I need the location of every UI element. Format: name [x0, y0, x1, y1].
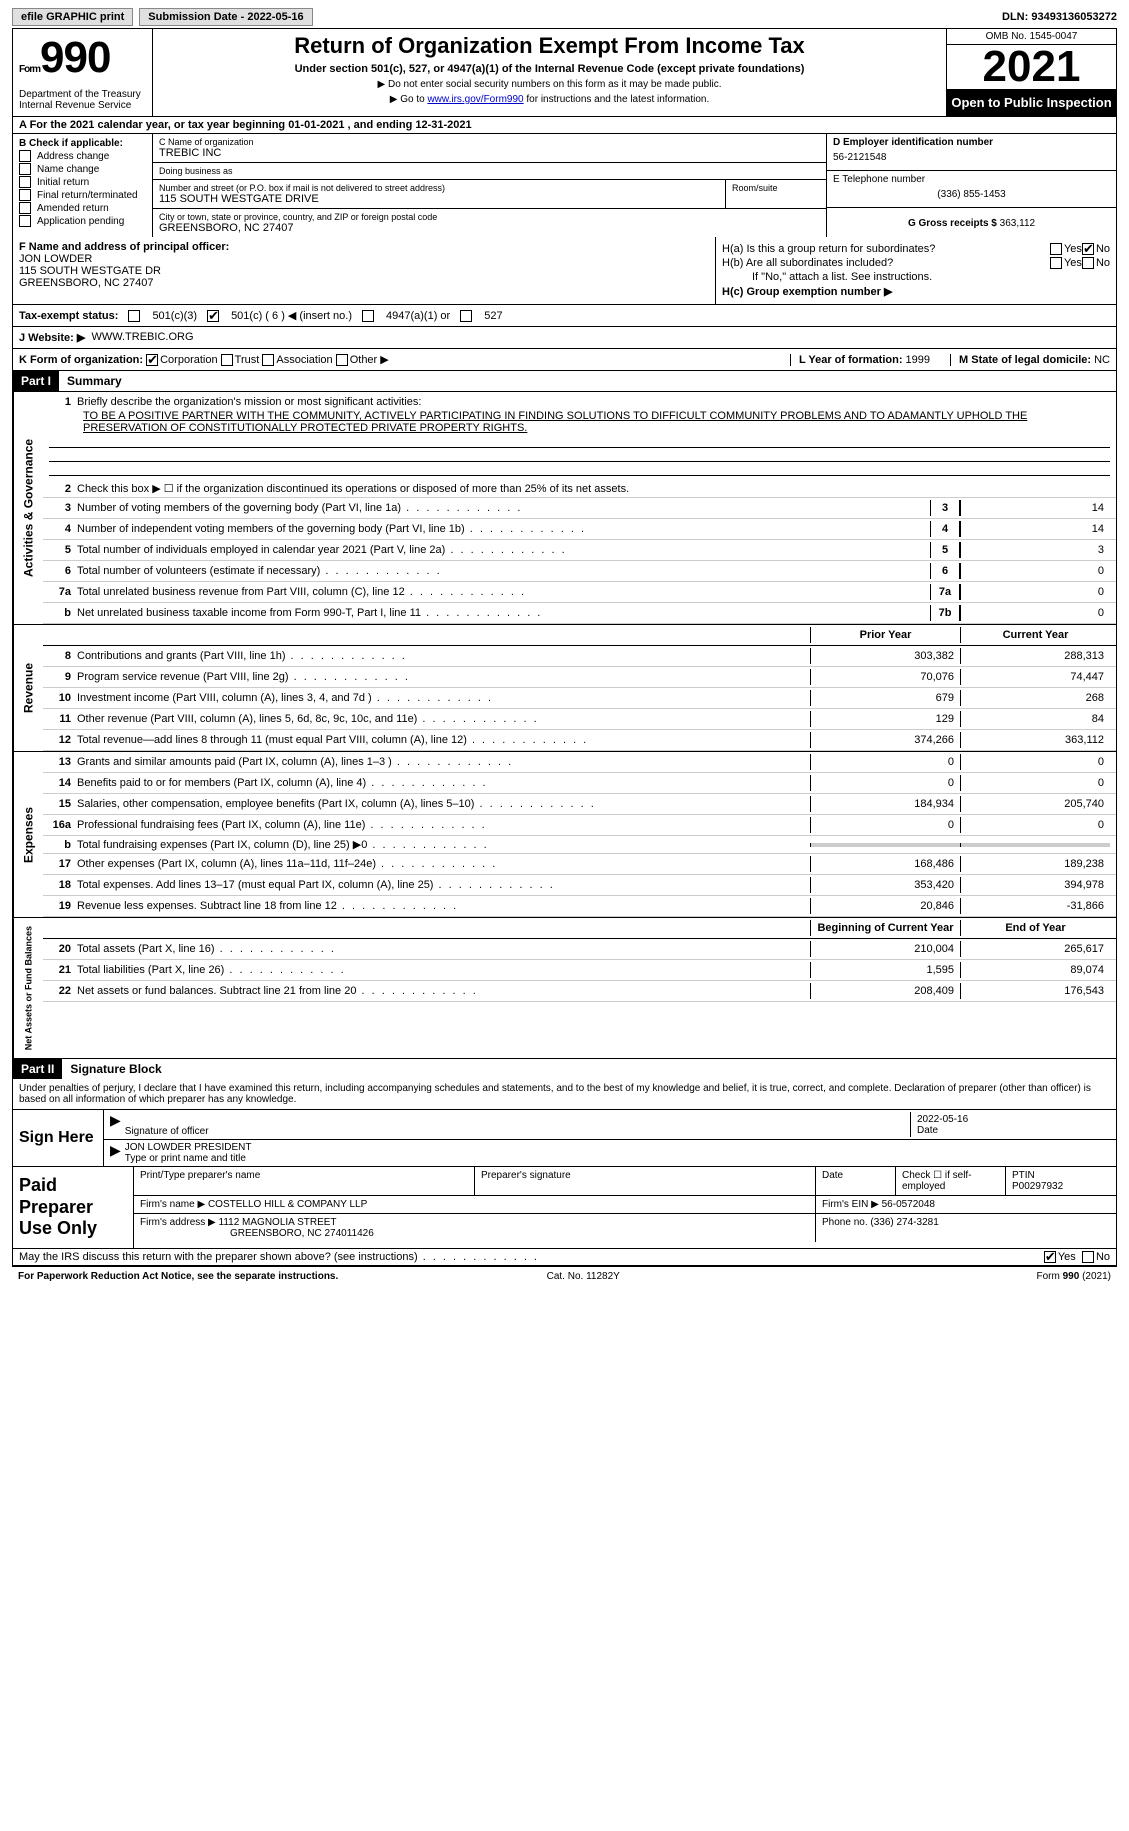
vert-revenue: Revenue	[13, 625, 43, 751]
part2-tag: Part II	[13, 1059, 62, 1079]
year-formation: 1999	[906, 354, 930, 366]
chk-app-pending[interactable]	[19, 215, 31, 227]
chk-address-change[interactable]	[19, 150, 31, 162]
row-a-period: A For the 2021 calendar year, or tax yea…	[12, 117, 1117, 134]
chk-ha-yes[interactable]	[1050, 243, 1062, 255]
sig-declaration: Under penalties of perjury, I declare th…	[13, 1079, 1116, 1109]
gross-receipts: 363,112	[1000, 218, 1035, 229]
chk-name-change[interactable]	[19, 163, 31, 175]
chk-amended[interactable]	[19, 202, 31, 214]
dept-label: Department of the Treasury Internal Reve…	[19, 89, 146, 111]
phone: (336) 855-1453	[833, 185, 1110, 204]
vert-governance: Activities & Governance	[13, 392, 43, 624]
chk-other[interactable]	[336, 354, 348, 366]
dln: DLN: 93493136053272	[1002, 11, 1117, 23]
ptin: P00297932	[1012, 1181, 1063, 1192]
chk-initial-return[interactable]	[19, 176, 31, 188]
vert-expenses: Expenses	[13, 752, 43, 917]
firm-addr: 1112 MAGNOLIA STREET	[219, 1217, 337, 1228]
chk-ha-no[interactable]	[1082, 243, 1094, 255]
chk-irs-no[interactable]	[1082, 1251, 1094, 1263]
part2-title: Signature Block	[62, 1059, 169, 1079]
officer-name: JON LOWDER	[19, 253, 92, 265]
cat-no: Cat. No. 11282Y	[547, 1271, 620, 1282]
form-number: Form990	[19, 33, 146, 83]
form-title: Return of Organization Exempt From Incom…	[161, 33, 938, 59]
sec-b-header: B Check if applicable:	[19, 138, 123, 149]
firm-ein: 56-0572048	[882, 1199, 935, 1210]
officer-addr1: 115 SOUTH WESTGATE DR	[19, 265, 161, 277]
part1-tag: Part I	[13, 371, 59, 391]
firm-name: COSTELLO HILL & COMPANY LLP	[208, 1199, 367, 1210]
mission-text: TO BE A POSITIVE PARTNER WITH THE COMMUN…	[49, 410, 1110, 434]
paid-preparer-label: Paid Preparer Use Only	[13, 1167, 133, 1248]
chk-assoc[interactable]	[262, 354, 274, 366]
form-footer: Form 990 (2021)	[1037, 1271, 1111, 1282]
state-domicile: NC	[1094, 354, 1110, 366]
chk-527[interactable]	[460, 310, 472, 322]
chk-501c3[interactable]	[128, 310, 140, 322]
org-name: TREBIC INC	[159, 147, 820, 159]
chk-irs-yes[interactable]	[1044, 1251, 1056, 1263]
chk-hb-no[interactable]	[1082, 257, 1094, 269]
officer-name-title: JON LOWDER PRESIDENT	[125, 1142, 252, 1153]
open-public: Open to Public Inspection	[947, 89, 1116, 116]
efile-label: efile GRAPHIC print	[12, 8, 133, 26]
sign-here-label: Sign Here	[13, 1110, 103, 1166]
sig-date: 2022-05-16	[917, 1114, 968, 1125]
part1-title: Summary	[59, 371, 130, 391]
ein: 56-2121548	[833, 148, 1110, 167]
chk-hb-yes[interactable]	[1050, 257, 1062, 269]
website: WWW.TREBIC.ORG	[91, 331, 193, 344]
firm-phone: (336) 274-3281	[870, 1217, 938, 1228]
chk-final-return[interactable]	[19, 189, 31, 201]
chk-trust[interactable]	[221, 354, 233, 366]
pra-notice: For Paperwork Reduction Act Notice, see …	[18, 1271, 338, 1282]
vert-netassets: Net Assets or Fund Balances	[13, 918, 43, 1058]
irs-link[interactable]: www.irs.gov/Form990	[427, 94, 523, 105]
chk-501c[interactable]	[207, 310, 219, 322]
org-street: 115 SOUTH WESTGATE DRIVE	[159, 193, 719, 205]
form-subtitle: Under section 501(c), 527, or 4947(a)(1)…	[161, 63, 938, 75]
org-city: GREENSBORO, NC 27407	[159, 222, 820, 234]
submission-date: Submission Date - 2022-05-16	[139, 8, 312, 26]
tax-exempt-label: Tax-exempt status:	[19, 310, 118, 322]
form-note-2: ▶ Go to www.irs.gov/Form990 for instruct…	[161, 94, 938, 105]
officer-addr2: GREENSBORO, NC 27407	[19, 277, 154, 289]
tax-year: 2021	[947, 45, 1116, 89]
chk-4947[interactable]	[362, 310, 374, 322]
chk-corp[interactable]	[146, 354, 158, 366]
form-note-1: ▶ Do not enter social security numbers o…	[161, 79, 938, 90]
